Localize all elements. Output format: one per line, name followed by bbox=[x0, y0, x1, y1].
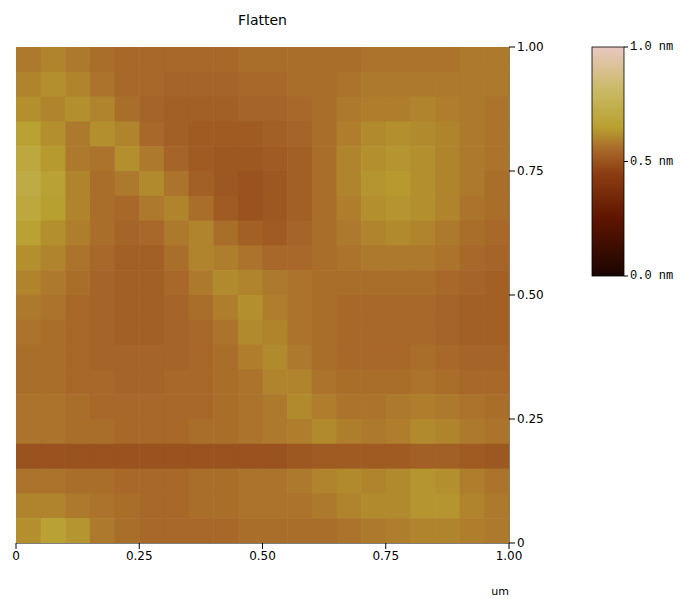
svg-text:0.75: 0.75 bbox=[372, 549, 399, 563]
svg-text:0: 0 bbox=[517, 536, 525, 550]
svg-text:0.5 nm: 0.5 nm bbox=[630, 155, 673, 169]
html-text:Flatten: Flatten bbox=[238, 12, 287, 28]
svg-text:0.50: 0.50 bbox=[517, 288, 544, 302]
svg-text:0.25: 0.25 bbox=[126, 549, 153, 563]
svg-text:1.0 nm: 1.0 nm bbox=[630, 40, 673, 54]
svg-text:0.0 nm: 0.0 nm bbox=[630, 269, 673, 283]
svg-text:0: 0 bbox=[12, 549, 20, 563]
svg-text:0.25: 0.25 bbox=[517, 412, 544, 426]
svg-text:1.00: 1.00 bbox=[496, 549, 523, 563]
svg-text:0.50: 0.50 bbox=[249, 549, 276, 563]
svg-text:um: um bbox=[491, 585, 509, 598]
svg-text:1.00: 1.00 bbox=[517, 40, 544, 54]
svg-text:0.75: 0.75 bbox=[517, 164, 544, 178]
